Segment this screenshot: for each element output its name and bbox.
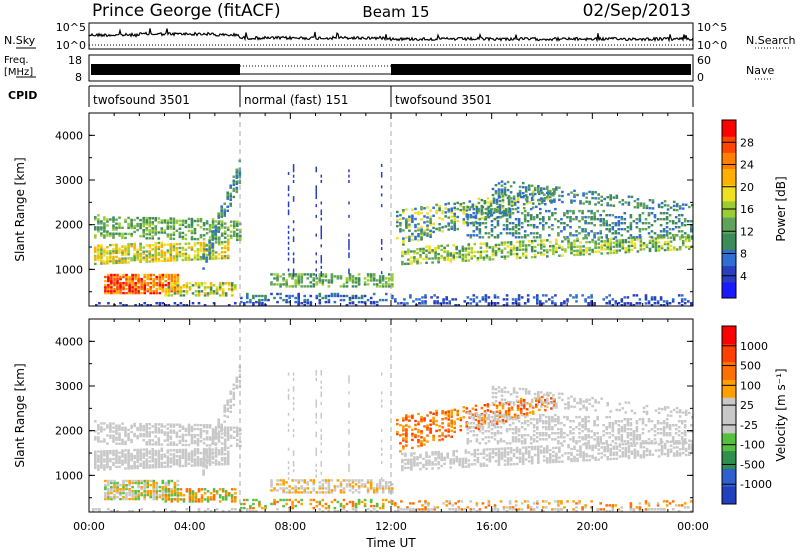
y-tick-label: 1000 (55, 469, 83, 482)
nave-tick-top: 60 (697, 54, 711, 67)
x-tick-label: 16:00 (476, 520, 508, 533)
y-tick-label: 4000 (55, 335, 83, 348)
colorbar-segment (722, 152, 736, 169)
freq-label-2: [MHz] (4, 67, 33, 78)
colorbar-segment (722, 266, 736, 283)
freq-band-3 (391, 64, 691, 75)
colorbar-segment (722, 326, 736, 344)
x-tick-label: 00:00 (677, 520, 709, 533)
panel-velocity: 1000 2000 3000 4000 Slant Range [km] 1000 500 1… (13, 319, 788, 512)
colorbar-tick-label: 25 (740, 399, 754, 412)
colorbar-segment (722, 486, 736, 504)
nsky-trace (89, 28, 693, 40)
date-title: 02/Sep/2013 (583, 1, 691, 21)
colorbar-tick-label: 8 (740, 248, 747, 261)
station-title: Prince George (fitACF) (92, 1, 281, 21)
colorbar-label: Power [dB] (774, 176, 788, 241)
x-tick-label: 00:00 (73, 520, 105, 533)
colorbar-segment (722, 362, 736, 380)
y-tick-label: 1000 (55, 263, 83, 276)
colorbar-segment (722, 379, 736, 397)
y-tick-label: 2000 (55, 425, 83, 438)
colorbar-segment (722, 249, 736, 266)
nsearch-label: N.Search (746, 34, 796, 47)
nave-tick-bottom: 0 (697, 71, 704, 84)
colorbar-tick-label: 28 (740, 136, 754, 149)
cpid-label: CPID (8, 89, 37, 102)
colorbar-segment (722, 136, 736, 153)
colorbar-tick-label: -500 (740, 458, 765, 471)
nsky-tick-bottom: 10^0 (56, 39, 86, 52)
colorbar-label: Velocity [m s⁻¹] (774, 368, 788, 461)
colorbar-tick-label: 24 (740, 159, 754, 172)
freq-tick-top: 18 (68, 54, 82, 67)
colorbar-tick-label: 20 (740, 181, 754, 194)
y-tick-label: 3000 (55, 174, 83, 187)
nsky-tick-top: 10^5 (56, 21, 86, 34)
panel-power: 1000 2000 3000 4000 Slant Range [km] 28 24 20 16… (13, 113, 788, 306)
y-tick-label: 3000 (55, 380, 83, 393)
colorbar-tick-label: 12 (740, 225, 754, 238)
cpid-segment-label: twofsound 3501 (93, 93, 190, 107)
colorbar-tick-label: -25 (740, 419, 758, 432)
colorbar-tick-label: 1000 (740, 340, 768, 353)
colorbar-segment (722, 397, 736, 415)
freq-label-1: Freq. (4, 55, 29, 66)
colorbar-tick-label: 4 (740, 270, 747, 283)
nsky-label: N.Sky (4, 34, 36, 47)
x-tick-label: 20:00 (576, 520, 608, 533)
colorbar-segment (722, 282, 736, 299)
x-tick-label: 08:00 (274, 520, 306, 533)
x-tick-label: 12:00 (375, 520, 407, 533)
colorbar-segment (722, 233, 736, 250)
x-tick-label: 04:00 (174, 520, 206, 533)
colorbar-tick-label: -1000 (740, 478, 772, 491)
y-axis-label: Slant Range [km] (13, 157, 27, 261)
freq-tick-bottom: 8 (75, 71, 82, 84)
x-axis-label: Time UT (365, 536, 416, 550)
nsearch-tick-top: 10^5 (697, 21, 727, 34)
cpid-segment-label: twofsound 3501 (395, 93, 492, 107)
colorbar-segment (722, 451, 736, 469)
freq-band-1 (91, 64, 240, 75)
colorbar-segment (722, 120, 736, 137)
colorbar-segment (722, 433, 736, 451)
colorbar-segment (722, 344, 736, 362)
colorbar-tick-label: 500 (740, 360, 761, 373)
y-axis-label: Slant Range [km] (13, 363, 27, 467)
colorbar-segment (722, 415, 736, 433)
y-tick-label: 4000 (55, 129, 83, 142)
colorbar-tick-label: -100 (740, 439, 765, 452)
colorbar-tick-label: 100 (740, 379, 761, 392)
colorbar-segment (722, 169, 736, 186)
colorbar-tick-label: 16 (740, 203, 754, 216)
cpid-segment-label: normal (fast) 151 (244, 93, 348, 107)
nsearch-tick-bottom: 10^0 (697, 39, 727, 52)
y-tick-label: 2000 (55, 219, 83, 232)
beam-title: Beam 15 (362, 3, 429, 21)
nave-label: Nave (746, 64, 774, 77)
